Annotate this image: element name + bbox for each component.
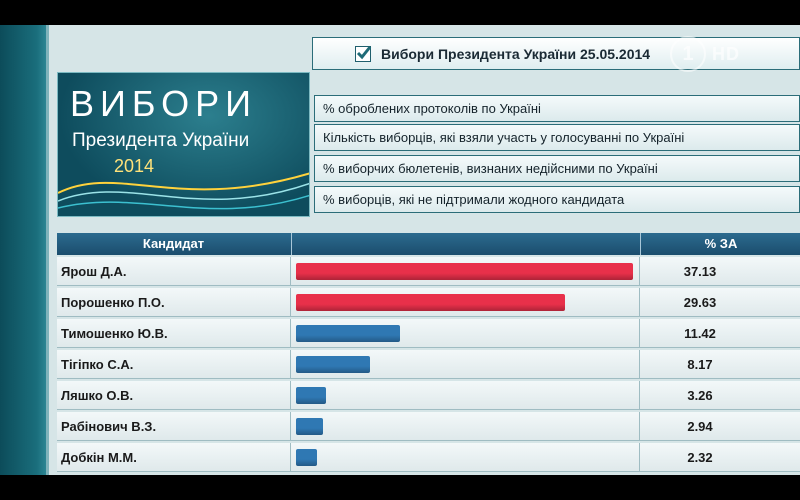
table-header: Кандидат % ЗА: [57, 233, 800, 255]
table-row: Тігіпко С.А. 8.17: [57, 350, 800, 379]
candidate-name: Ярош Д.А.: [61, 264, 127, 279]
table-row: Тимошенко Ю.В. 11.42: [57, 319, 800, 348]
candidate-name: Тимошенко Ю.В.: [61, 326, 168, 341]
result-percent: 37.13: [683, 264, 717, 279]
candidate-name: Ляшко О.В.: [61, 388, 134, 403]
table-row: Добкін М.М. 2.32: [57, 443, 800, 472]
title-bar: Вибори Президента України 25.05.2014: [312, 37, 800, 70]
banner-subheading: Президента України: [72, 130, 250, 151]
result-bar: [296, 418, 323, 435]
cell-divider: [290, 381, 291, 410]
result-bar: [296, 325, 400, 342]
candidate-name: Тігіпко С.А.: [61, 357, 134, 372]
cell-divider: [290, 412, 291, 441]
result-percent: 29.63: [683, 295, 717, 310]
result-percent: 3.26: [687, 388, 713, 403]
result-bar: [296, 449, 317, 466]
candidate-name: Порошенко П.О.: [61, 295, 165, 310]
channel-logo: 1 HD: [670, 35, 760, 73]
channel-one-icon: 1: [670, 36, 706, 72]
info-processed-protocols: % оброблених протоколів по Україні: [314, 95, 800, 122]
candidate-name: Добкін М.М.: [61, 450, 137, 465]
table-row: Ляшко О.В. 3.26: [57, 381, 800, 410]
result-bar: [296, 356, 370, 373]
column-header-candidate: Кандидат: [142, 236, 205, 251]
table-row: Рабінович В.З. 2.94: [57, 412, 800, 441]
result-bar: [296, 294, 565, 311]
banner-year: 2014: [114, 156, 155, 176]
election-banner: ВИБОРИ Президента України 2014: [57, 72, 310, 217]
cell-divider: [639, 288, 640, 317]
cell-divider: [290, 350, 291, 379]
checkbox-icon: [355, 45, 372, 62]
table-row: Ярош Д.А. 37.13: [57, 257, 800, 286]
cell-divider: [639, 412, 640, 441]
table-row: Порошенко П.О. 29.63: [57, 288, 800, 317]
cell-divider: [290, 443, 291, 472]
banner-heading: ВИБОРИ: [70, 83, 257, 124]
column-header-percent: % ЗА: [640, 233, 800, 255]
candidate-name: Рабінович В.З.: [61, 419, 157, 434]
info-voter-turnout: Кількість виборців, які взяли участь у г…: [314, 124, 800, 151]
cell-divider: [639, 381, 640, 410]
page-title: Вибори Президента України 25.05.2014: [381, 45, 651, 62]
result-bar: [296, 387, 326, 404]
results-table: Кандидат % ЗА Ярош Д.А. 37.13 Порошенко П.…: [57, 233, 800, 475]
cell-divider: [639, 257, 640, 286]
info-no-candidate: % виборців, які не підтримали жодного ка…: [314, 186, 800, 213]
divider: [46, 25, 49, 475]
result-percent: 11.42: [684, 326, 716, 341]
cell-divider: [290, 288, 291, 317]
hd-label: HD: [712, 43, 740, 64]
cell-divider: [639, 319, 640, 348]
result-percent: 2.32: [687, 450, 713, 465]
cell-divider: [639, 350, 640, 379]
result-bar: [296, 263, 633, 280]
column-header-bar: [291, 233, 640, 255]
broadcast-screen: Вибори Президента України 25.05.2014 1 H…: [0, 25, 800, 475]
left-decor-strip: [0, 25, 46, 475]
cell-divider: [290, 257, 291, 286]
cell-divider: [639, 443, 640, 472]
result-percent: 2.94: [687, 419, 713, 434]
wave-decoration: [58, 172, 309, 210]
cell-divider: [290, 319, 291, 348]
info-invalid-ballots: % виборчих бюлетенів, визнаних недійсним…: [314, 155, 800, 182]
result-percent: 8.17: [687, 357, 713, 372]
